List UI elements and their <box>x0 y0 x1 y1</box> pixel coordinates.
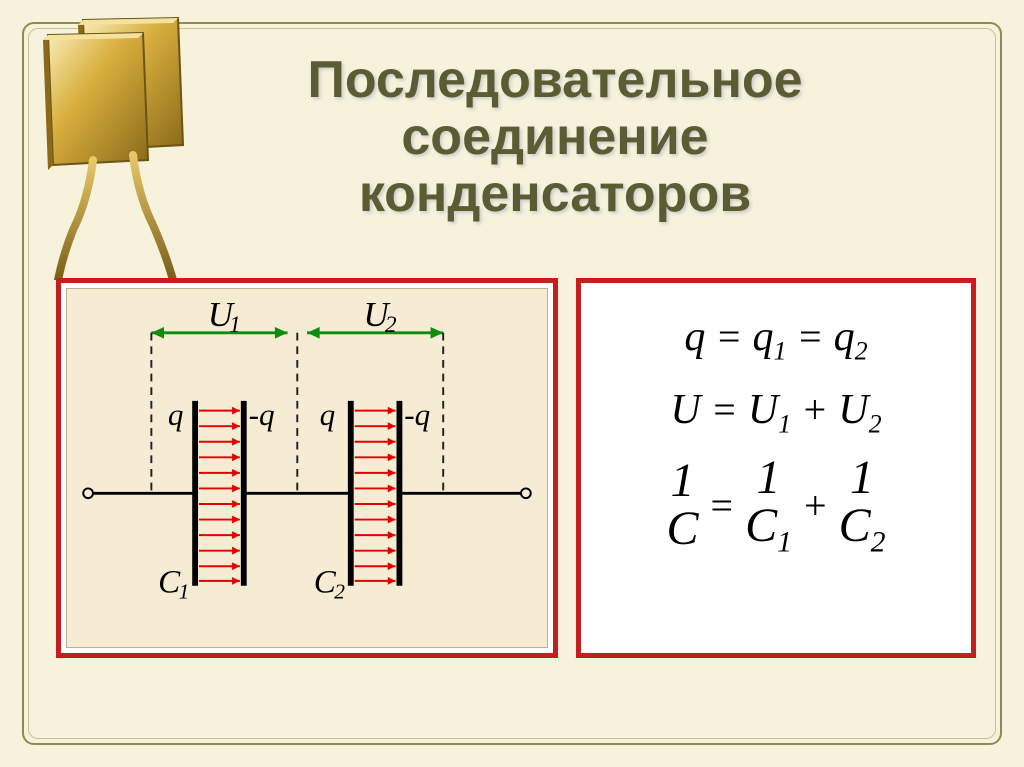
frac-1-c: 1 C <box>667 457 699 553</box>
svg-text:-q: -q <box>249 397 275 432</box>
svg-text:1: 1 <box>179 579 190 603</box>
q-sub1: 1 <box>773 336 786 365</box>
title-line-2: соединение <box>401 108 708 166</box>
equation-q: q = q1 = q2 <box>591 313 961 366</box>
circuit-svg: U 1 U 2 <box>67 289 547 647</box>
u-sub2: 2 <box>869 410 882 439</box>
frac-1-c1: 1 C1 <box>745 454 792 557</box>
q-rhs1: q <box>752 314 773 360</box>
title-line-1: Последовательное <box>307 51 802 109</box>
svg-text:2: 2 <box>334 579 345 603</box>
q-sub2: 2 <box>855 336 868 365</box>
equation-c: 1 C = 1 C1 + 1 C2 <box>591 454 961 557</box>
q-rhs2: q <box>834 314 855 360</box>
u1-sub: 1 <box>229 312 241 338</box>
circuit-diagram: U 1 U 2 <box>66 288 548 648</box>
svg-text:q: q <box>320 397 336 432</box>
title-line-3: конденсаторов <box>359 165 751 223</box>
equations-frame: q = q1 = q2 U = U1 + U2 1 C = 1 C1 + 1 C… <box>576 278 976 658</box>
u-rhs2: U <box>838 387 868 433</box>
u-rhs1: U <box>748 387 778 433</box>
svg-text:2: 2 <box>385 312 397 338</box>
frac-1-c2: 1 C2 <box>839 454 886 557</box>
svg-text:-q: -q <box>404 397 430 432</box>
circuit-diagram-frame: U 1 U 2 <box>56 278 558 658</box>
page-title: Последовательное соединение конденсаторо… <box>120 52 990 224</box>
field-lines-c1 <box>199 407 240 585</box>
u-sub1: 1 <box>778 410 791 439</box>
q-lhs: q <box>684 314 705 360</box>
equation-u: U = U1 + U2 <box>591 386 961 439</box>
svg-text:q: q <box>168 397 184 432</box>
field-lines-c2 <box>355 407 396 585</box>
u-lhs: U <box>670 387 700 433</box>
